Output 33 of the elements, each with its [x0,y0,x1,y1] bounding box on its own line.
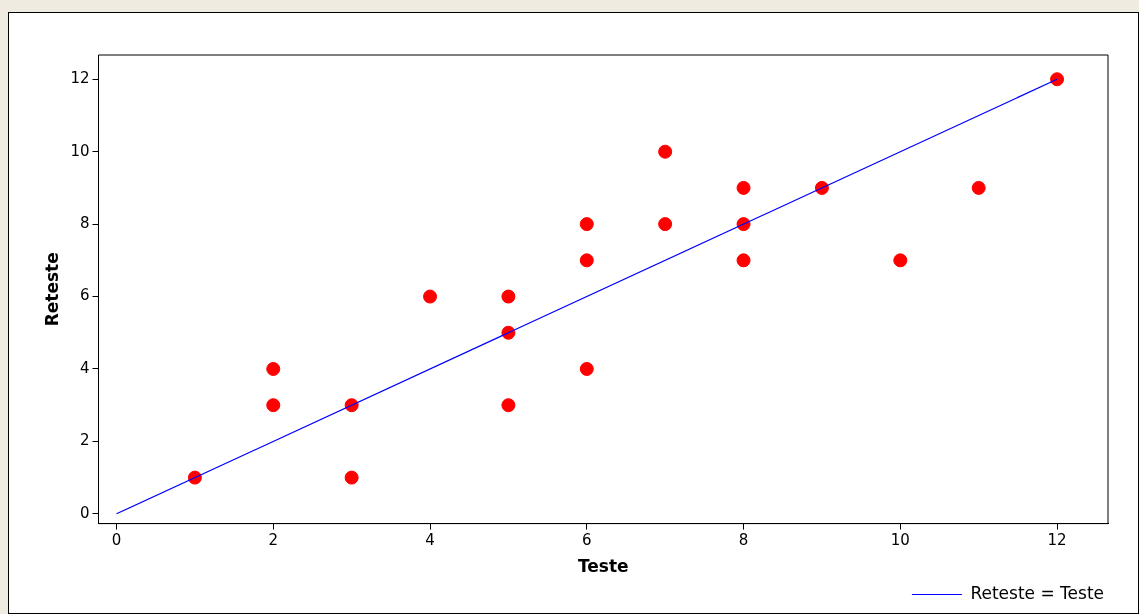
y-axis-title: Reteste [41,252,62,327]
point [501,289,516,304]
y-tick-label: 10 [70,141,90,160]
point [658,217,673,232]
point [736,180,751,195]
legend-label: Reteste = Teste [970,582,1105,603]
point [893,253,908,268]
point [579,217,594,232]
y-tick-label: 12 [70,69,90,88]
x-tick-label: 0 [111,531,122,550]
point [579,253,594,268]
x-tick-label: 12 [1047,531,1067,550]
point [658,144,673,159]
x-tick-label: 2 [268,531,279,550]
y-tick-label: 6 [79,286,90,305]
point [971,180,986,195]
point [1050,72,1065,87]
y-tick-label: 0 [79,503,90,522]
point [266,361,281,376]
y-tick-label: 2 [79,431,90,450]
point [266,398,281,413]
point [579,361,594,376]
y-tick-label: 4 [79,358,90,377]
x-axis-title: Teste [577,556,629,577]
point [423,289,438,304]
point [344,470,359,485]
x-tick-label: 8 [738,531,749,550]
x-tick-label: 4 [425,531,435,550]
y-tick-label: 8 [79,214,90,233]
point [736,253,751,268]
point [501,398,516,413]
x-tick-label: 6 [582,531,592,550]
x-tick-label: 10 [890,531,910,550]
